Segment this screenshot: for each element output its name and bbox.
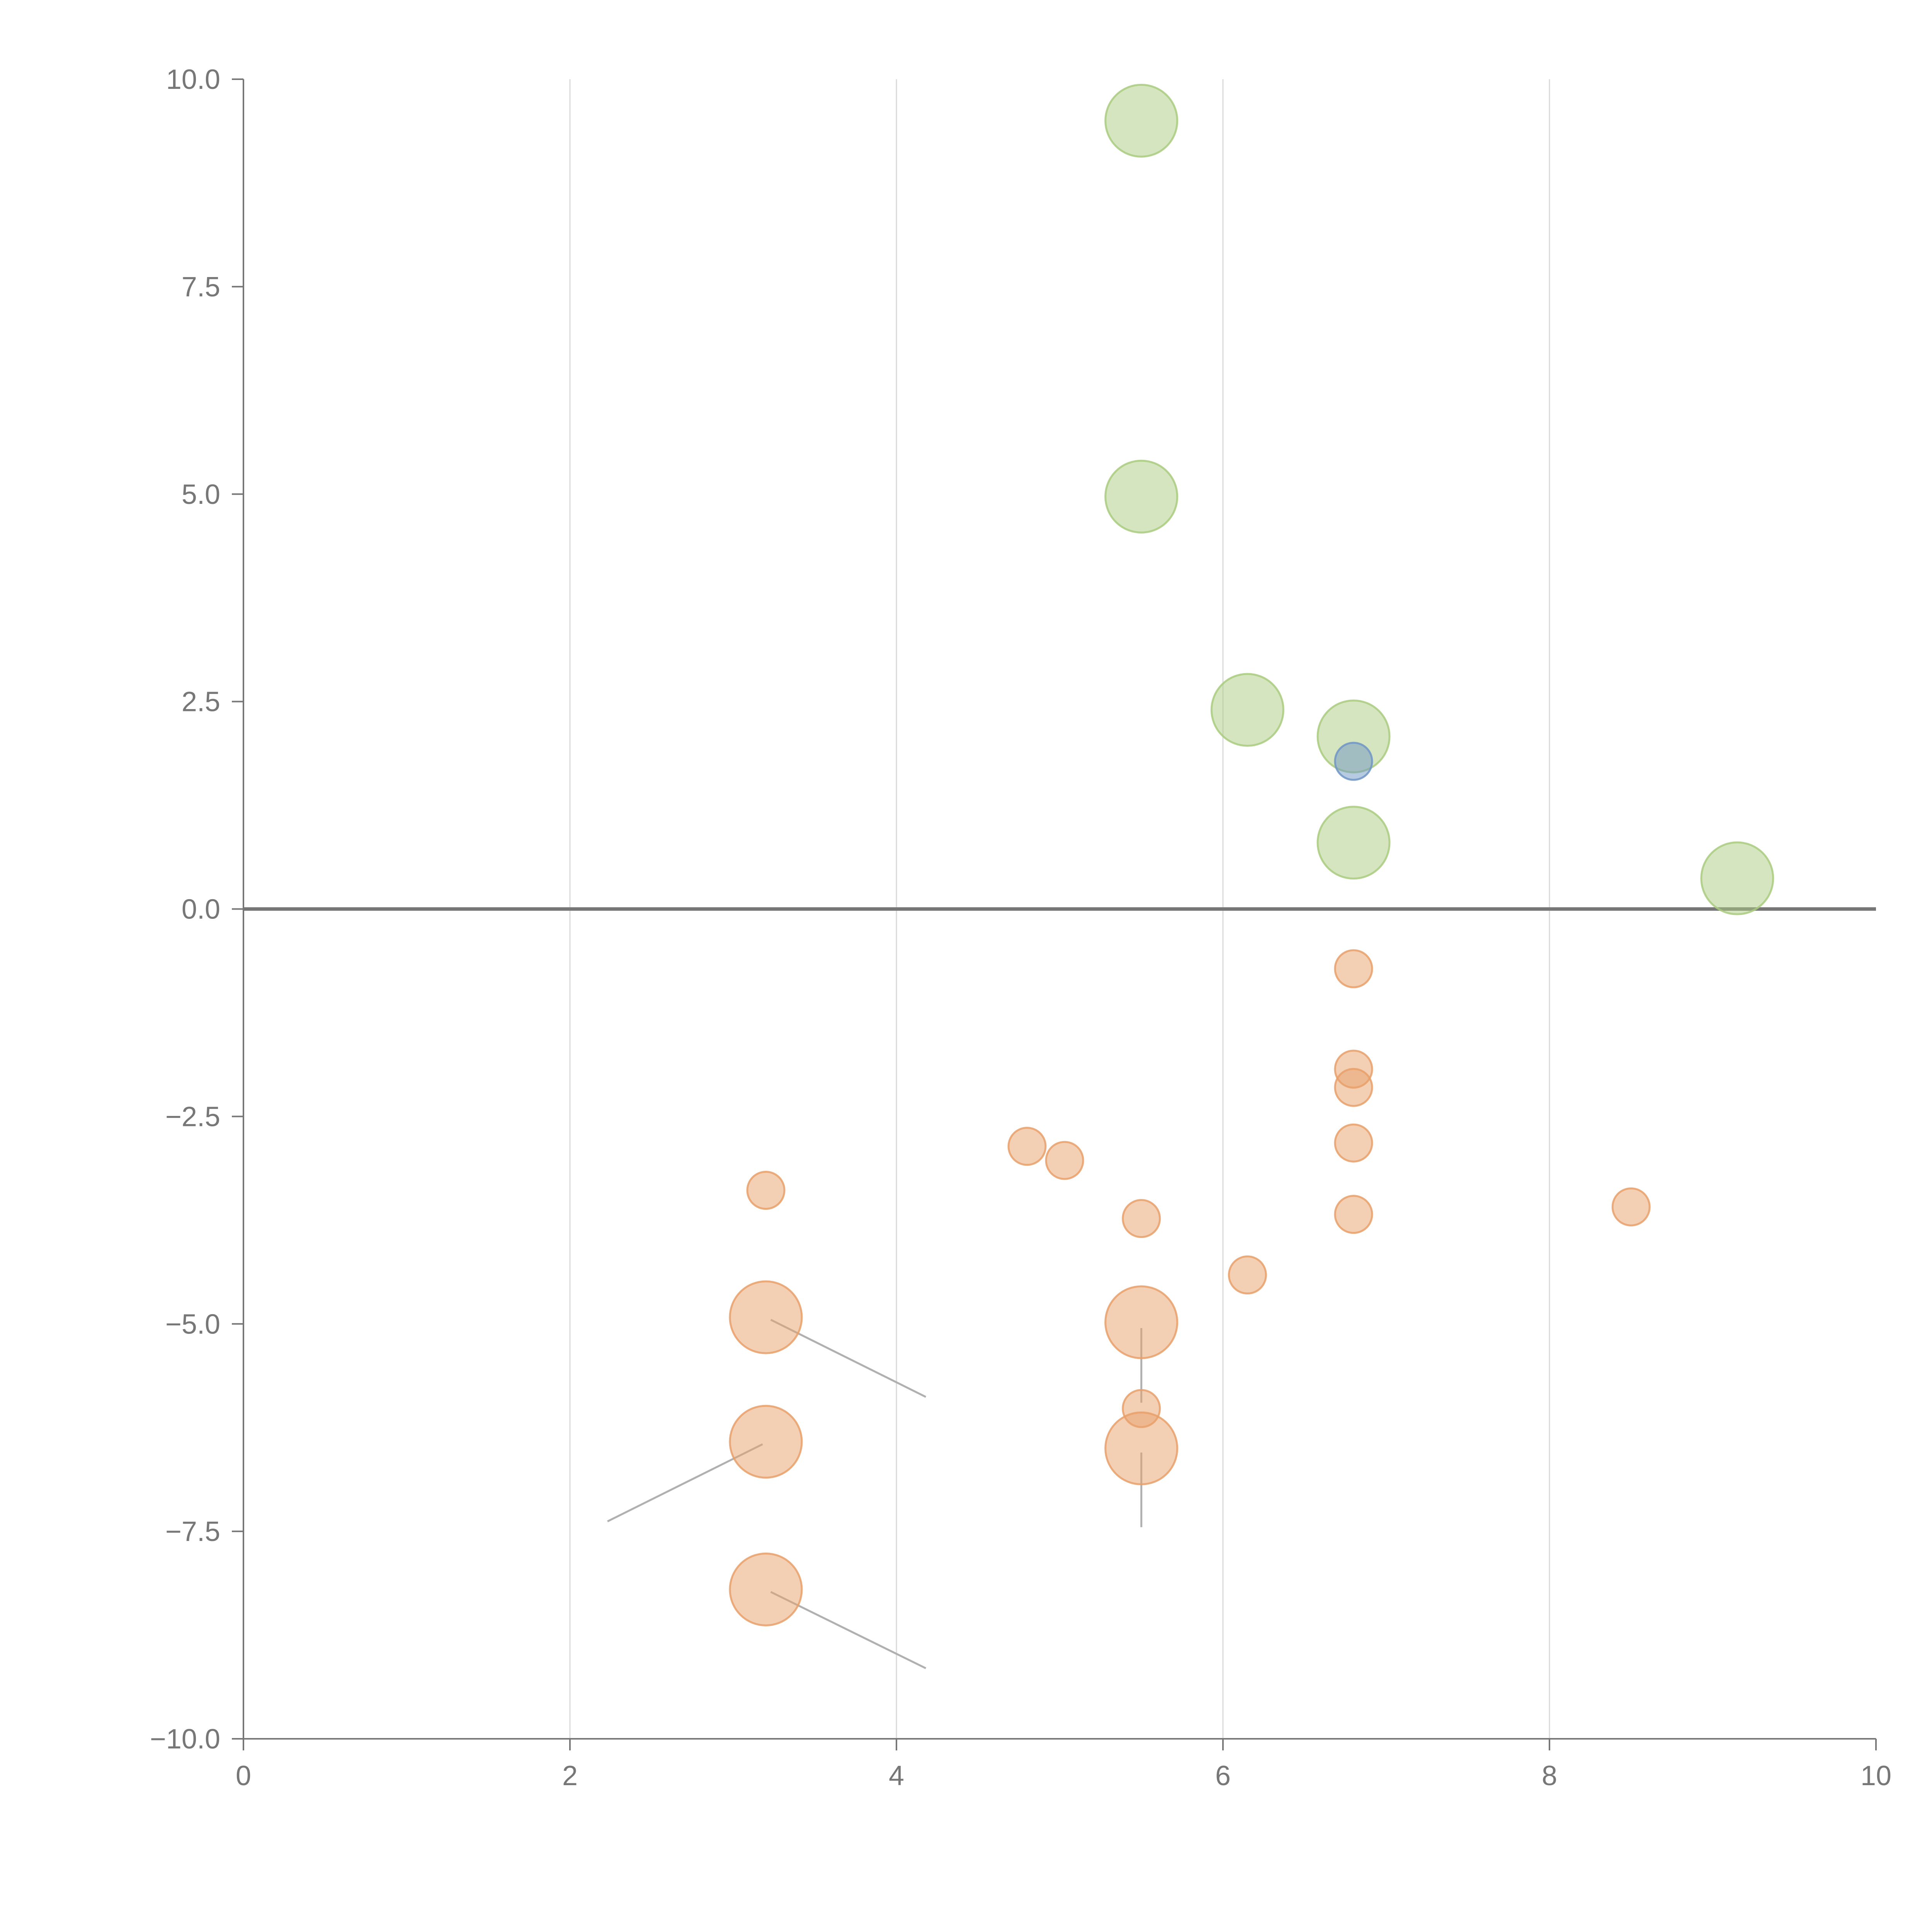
positive-point <box>1700 841 1774 915</box>
x-tick-label: 6 <box>1215 1760 1231 1791</box>
tick-labels: 0 2 4 6 8 10 10.0 7.5 5.0 2.5 0.0 −2.5 −5.0 −7.5 −10.0 <box>150 64 1891 1791</box>
negative-point <box>1104 1285 1179 1359</box>
negative-point <box>1104 1411 1179 1485</box>
negative-point <box>729 1405 803 1479</box>
positive-point <box>1210 673 1284 747</box>
y-tick-label: 5.0 <box>182 479 220 510</box>
negative-point <box>1334 1123 1373 1163</box>
negative-point <box>729 1280 803 1354</box>
negative-point <box>1228 1255 1267 1295</box>
negative-point <box>1334 1195 1373 1234</box>
positive-point <box>1104 459 1179 534</box>
y-tick-label: 2.5 <box>182 687 220 718</box>
y-tick-label: −10.0 <box>150 1724 220 1755</box>
x-tick-label: 2 <box>562 1760 578 1791</box>
highlight-point <box>1334 742 1373 781</box>
y-tick-label: −2.5 <box>165 1101 220 1132</box>
y-tick-label: 10.0 <box>166 64 220 95</box>
x-tick-label: 0 <box>236 1760 251 1791</box>
x-tick-label: 4 <box>889 1760 904 1791</box>
negative-point <box>729 1552 803 1626</box>
negative-point <box>1611 1187 1651 1226</box>
positive-point <box>1316 806 1391 880</box>
x-tick-label: 10 <box>1861 1760 1891 1791</box>
y-tick-label: 0.0 <box>182 894 220 925</box>
negative-point <box>1334 949 1373 988</box>
positive-point <box>1104 83 1179 158</box>
x-tick-label: 8 <box>1542 1760 1557 1791</box>
negative-point <box>1122 1199 1161 1238</box>
y-tick-label: −7.5 <box>165 1516 220 1547</box>
y-tick-label: 7.5 <box>182 272 220 303</box>
axes <box>243 79 1876 1740</box>
negative-point <box>1045 1141 1084 1180</box>
negative-point <box>746 1171 786 1210</box>
negative-point <box>1007 1127 1047 1166</box>
data-points <box>729 83 1774 1626</box>
negative-point <box>1334 1068 1373 1107</box>
y-tick-label: −5.0 <box>165 1309 220 1340</box>
